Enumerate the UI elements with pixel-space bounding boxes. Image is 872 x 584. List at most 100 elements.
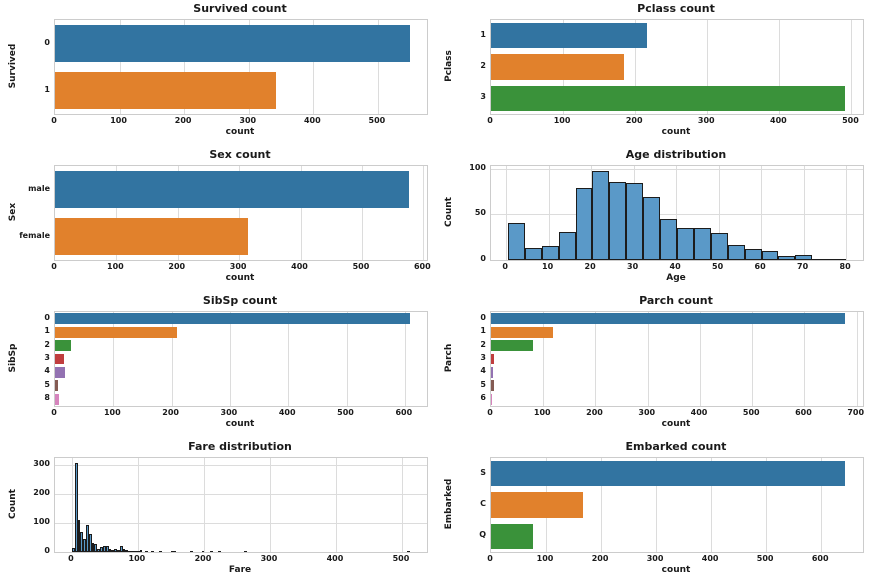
x-tick-label: 200 xyxy=(162,408,179,417)
hist-bar xyxy=(133,551,137,552)
category-label: 5 xyxy=(44,379,50,389)
x-gridline xyxy=(856,312,858,406)
x-tick-label: 400 xyxy=(770,116,787,125)
x-gridline xyxy=(335,458,337,552)
x-gridline xyxy=(676,166,678,260)
chart-age-distribution: Age distribution 0 50 100 0 10 20 30 40 50 60 70 80 A… xyxy=(436,146,872,292)
hist-bar xyxy=(643,197,661,260)
hist-bar xyxy=(575,187,593,260)
bar-4 xyxy=(55,367,66,378)
plot-area xyxy=(490,311,864,407)
x-gridline xyxy=(177,166,179,260)
x-tick-label: 40 xyxy=(669,262,681,271)
hist-bar xyxy=(77,519,81,552)
x-gridline xyxy=(229,312,231,406)
x-tick-label: 400 xyxy=(701,554,719,563)
y-tick-label: 0 xyxy=(480,254,486,263)
x-tick-label: 100 xyxy=(107,262,124,271)
chart-title: Parch count xyxy=(639,294,713,307)
x-tick-label: 700 xyxy=(847,408,865,417)
x-tick-label: 0 xyxy=(487,408,493,417)
bar-5 xyxy=(491,380,494,392)
hist-bar xyxy=(829,259,847,260)
x-gridline xyxy=(404,312,406,406)
x-tick-label: 300 xyxy=(638,408,656,417)
x-tick-label: 200 xyxy=(168,262,186,271)
x-gridline xyxy=(595,312,597,406)
x-tick-label: 80 xyxy=(839,262,851,271)
category-label: 4 xyxy=(44,366,50,376)
hist-bar xyxy=(524,248,542,260)
bar-2 xyxy=(491,54,624,80)
x-gridline xyxy=(184,20,186,114)
hist-bar xyxy=(128,550,132,552)
x-gridline xyxy=(766,458,768,552)
x-tick-label: 600 xyxy=(395,408,413,417)
category-label: 6 xyxy=(480,393,486,403)
category-label: 1 xyxy=(480,326,486,336)
chart-sex-count: Sex count 0 100 200 300 400 500 600 male female co… xyxy=(0,146,436,292)
x-tick-label: 200 xyxy=(194,554,212,563)
category-label: male xyxy=(28,183,50,193)
hist-bar xyxy=(173,551,177,552)
x-tick-label: 400 xyxy=(690,408,708,417)
x-tick-label: 500 xyxy=(742,408,760,417)
x-axis-title: count xyxy=(661,419,691,429)
x-tick-label: 400 xyxy=(303,116,321,125)
hist-bar xyxy=(159,550,163,552)
x-tick-label: 0 xyxy=(487,116,493,125)
category-label: 3 xyxy=(480,353,486,362)
x-gridline xyxy=(300,166,302,260)
y-axis-title: SibSp xyxy=(8,343,18,373)
category-label: 5 xyxy=(480,379,486,389)
plot-area xyxy=(54,457,428,553)
x-gridline xyxy=(313,20,315,114)
hist-bar xyxy=(122,549,126,552)
bar-3 xyxy=(491,85,845,111)
x-tick-label: 300 xyxy=(229,262,247,271)
hist-bar xyxy=(201,550,205,552)
hist-bar xyxy=(94,543,98,552)
x-gridline xyxy=(361,166,363,260)
x-tick-label: 300 xyxy=(260,554,278,563)
plot-area xyxy=(490,165,864,261)
x-gridline xyxy=(269,458,271,552)
y-axis-title: Count xyxy=(444,197,454,227)
hist-bar xyxy=(139,550,143,552)
x-tick-label: 300 xyxy=(220,408,238,417)
bar-1 xyxy=(55,71,276,110)
hist-bar xyxy=(660,218,677,260)
hist-bar xyxy=(812,259,830,260)
hist-bar xyxy=(111,549,115,552)
plot-area xyxy=(54,311,428,407)
x-gridline xyxy=(779,20,781,114)
bar-8 xyxy=(55,393,60,405)
hist-bar xyxy=(108,549,112,552)
x-tick-label: 0 xyxy=(51,262,57,271)
hist-bar xyxy=(609,182,627,260)
x-gridline xyxy=(699,312,701,406)
chart-title: Embarked count xyxy=(625,440,727,453)
x-gridline xyxy=(707,20,709,114)
hist-bar xyxy=(541,246,559,260)
x-tick-label: 600 xyxy=(413,262,431,271)
category-label: 8 xyxy=(44,393,50,403)
bar-5 xyxy=(55,380,58,392)
hist-bar xyxy=(170,550,174,552)
hist-bar xyxy=(407,551,411,552)
x-gridline xyxy=(171,312,173,406)
plot-area xyxy=(490,19,864,115)
x-tick-label: 0 xyxy=(68,554,74,563)
category-label: 3 xyxy=(44,353,50,362)
hist-bar xyxy=(626,183,644,260)
chart-title: Fare distribution xyxy=(188,440,292,453)
hist-bar xyxy=(125,550,129,552)
chart-parch-count: Parch count 0 100 200 300 400 500 600 700 0 1 2 3 4 5 6… xyxy=(436,292,872,438)
hist-bar xyxy=(97,548,101,552)
x-gridline xyxy=(119,20,121,114)
bar-Q xyxy=(491,523,534,549)
hist-bar xyxy=(114,549,117,552)
y-axis-title: Survived xyxy=(8,43,18,89)
hist-bar xyxy=(778,256,796,260)
